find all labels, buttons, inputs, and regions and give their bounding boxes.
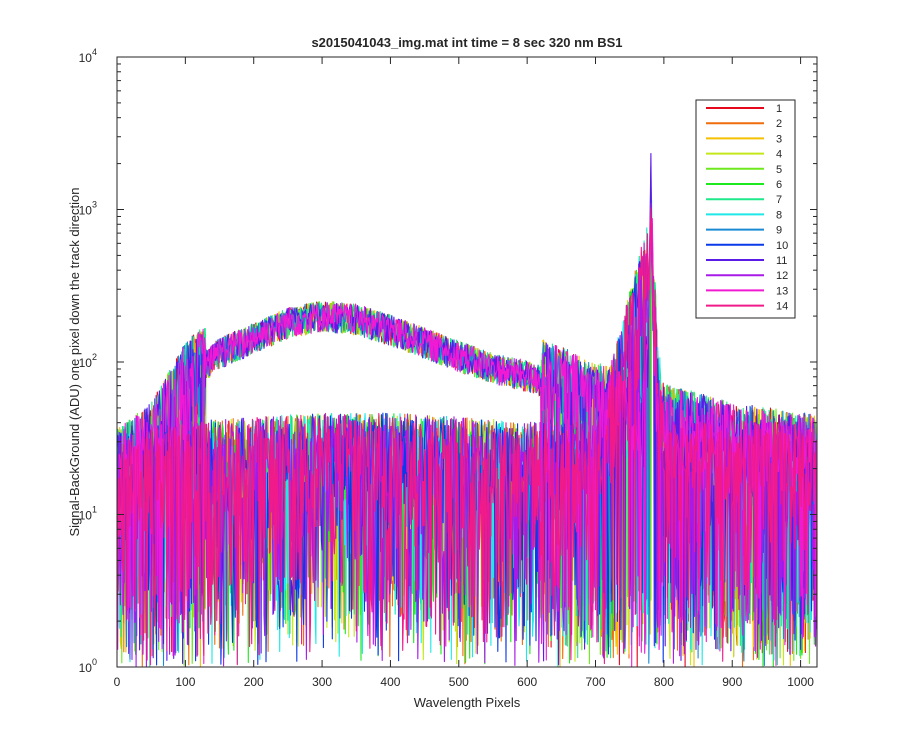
x-tick-label: 900 bbox=[722, 675, 742, 689]
y-tick-base: 10 bbox=[79, 51, 93, 65]
chart-title: s2015041043_img.mat int time = 8 sec 320… bbox=[311, 35, 622, 50]
legend-label-12: 12 bbox=[776, 270, 788, 282]
legend-label-6: 6 bbox=[776, 179, 782, 191]
x-axis: 0 100 200 300 400 500 600 700 800 900 1000 bbox=[114, 57, 814, 689]
y-axis-label: Signal-BackGround (ADU) one pixel down t… bbox=[67, 187, 82, 536]
y-tick-exponent: 0 bbox=[92, 657, 97, 667]
y-tick-base: 10 bbox=[79, 661, 93, 675]
legend-label-14: 14 bbox=[776, 301, 788, 313]
series-layer bbox=[117, 152, 817, 667]
y-tick-base: 10 bbox=[79, 204, 93, 218]
y-tick-base: 10 bbox=[79, 509, 93, 523]
x-axis-label: Wavelength Pixels bbox=[414, 695, 521, 710]
legend-label-9: 9 bbox=[776, 225, 782, 237]
legend-label-8: 8 bbox=[776, 209, 782, 221]
legend-label-13: 13 bbox=[776, 285, 788, 297]
legend-label-3: 3 bbox=[776, 133, 782, 145]
y-tick-label: 101 bbox=[79, 505, 97, 523]
legend-label-5: 5 bbox=[776, 164, 782, 176]
legend-label-2: 2 bbox=[776, 118, 782, 130]
legend-label-10: 10 bbox=[776, 240, 788, 252]
legend-label-1: 1 bbox=[776, 103, 782, 115]
legend-label-7: 7 bbox=[776, 194, 782, 206]
y-tick-label: 103 bbox=[79, 200, 97, 218]
legend-label-11: 11 bbox=[776, 255, 787, 267]
y-tick-label: 102 bbox=[79, 352, 97, 370]
x-tick-label: 800 bbox=[654, 675, 674, 689]
y-tick-exponent: 4 bbox=[92, 47, 97, 57]
series-line-14 bbox=[117, 207, 817, 666]
x-tick-label: 500 bbox=[449, 675, 469, 689]
y-tick-exponent: 1 bbox=[92, 505, 97, 515]
x-tick-label: 600 bbox=[517, 675, 537, 689]
y-tick-base: 10 bbox=[79, 356, 93, 370]
x-tick-label: 1000 bbox=[787, 675, 814, 689]
x-tick-label: 400 bbox=[380, 675, 400, 689]
x-tick-label: 0 bbox=[114, 675, 121, 689]
y-tick-exponent: 3 bbox=[92, 200, 97, 210]
series-line-13 bbox=[117, 216, 817, 667]
y-tick-label: 104 bbox=[79, 47, 97, 65]
y-tick-label: 100 bbox=[79, 657, 97, 675]
y-tick-exponent: 2 bbox=[92, 352, 97, 362]
legend-box bbox=[695, 99, 796, 319]
x-tick-label: 300 bbox=[312, 675, 332, 689]
x-tick-label: 700 bbox=[586, 675, 606, 689]
x-tick-label: 100 bbox=[175, 675, 195, 689]
x-tick-label: 200 bbox=[244, 675, 264, 689]
legend-label-4: 4 bbox=[776, 149, 782, 161]
